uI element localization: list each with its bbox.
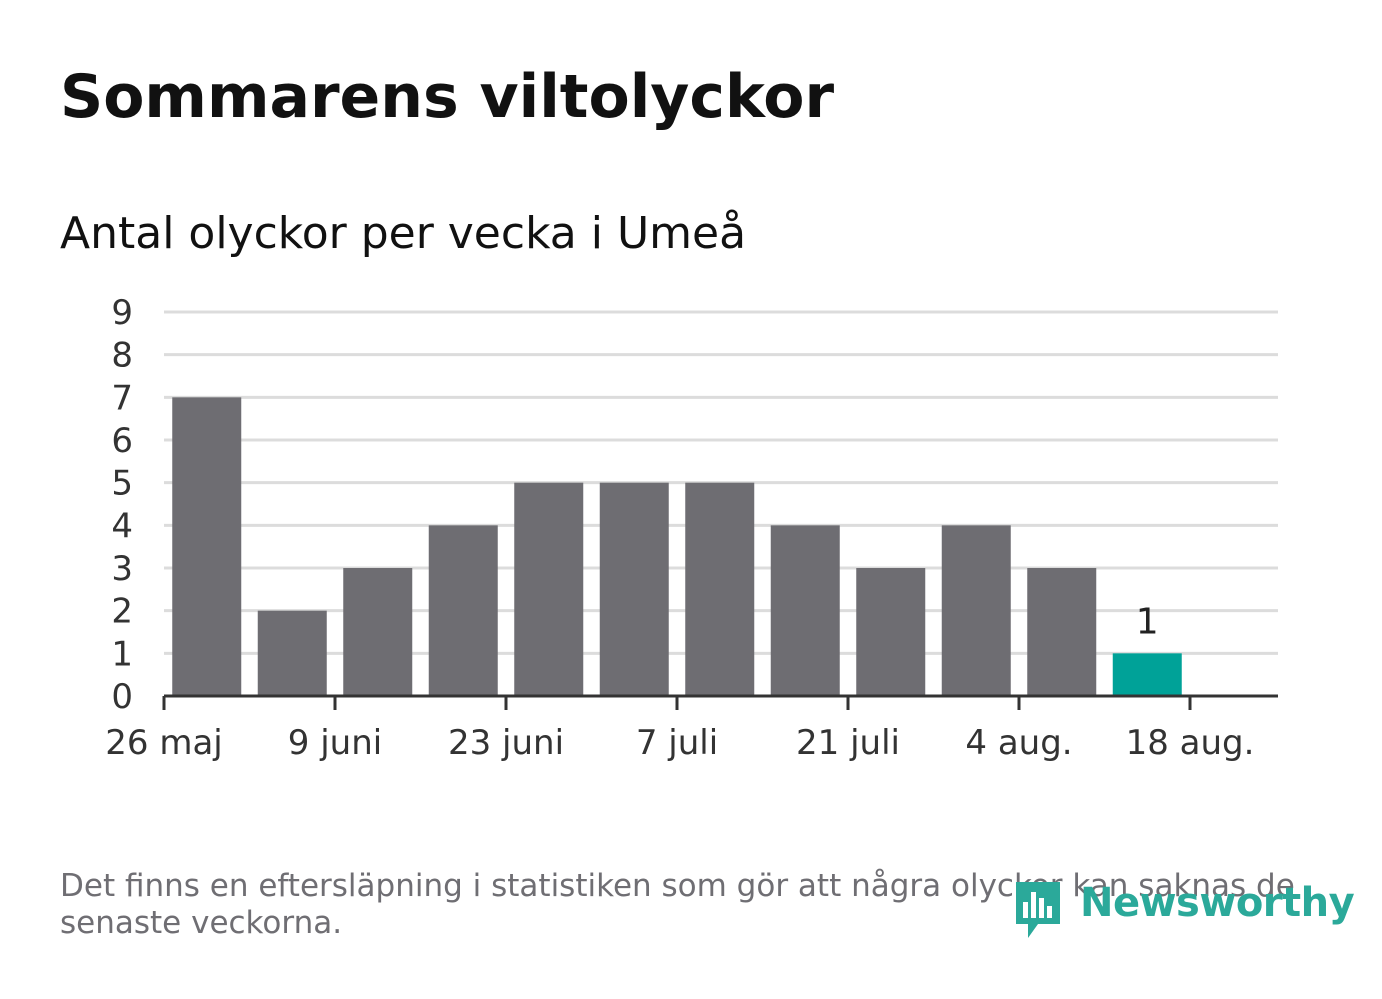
x-tick-label-6: 7 juli <box>636 723 718 763</box>
footnote: Det finns en eftersläpning i statistiken… <box>60 868 1295 941</box>
chart-title: Sommarens viltolyckor <box>60 62 835 132</box>
bar-4 <box>428 525 498 696</box>
x-tick-label-4: 23 juni <box>448 723 564 763</box>
y-tick-label-2: 2 <box>111 592 133 632</box>
x-tick-label-10: 4 aug. <box>965 723 1072 763</box>
y-tick-label-9: 9 <box>111 293 133 333</box>
data-labels: 1 <box>1136 601 1159 642</box>
data-label-12: 1 <box>1136 601 1159 642</box>
y-tick-label-7: 7 <box>111 378 133 418</box>
y-tick-label-3: 3 <box>111 549 133 589</box>
y-tick-label-6: 6 <box>111 421 133 461</box>
x-axis: 26 maj 9 juni 23 juni 7 juli 21 juli 4 aug. 18… <box>105 694 1278 763</box>
bar-8 <box>770 525 840 696</box>
bar-5 <box>514 482 584 696</box>
bar-1 <box>172 397 242 696</box>
bar-6 <box>599 482 669 696</box>
newsworthy-logo[interactable]: Newsworthy <box>1012 876 1355 944</box>
bar-9 <box>856 568 926 696</box>
y-tick-label-5: 5 <box>111 464 133 504</box>
x-tick-label-12: 18 aug. <box>1126 723 1255 763</box>
x-tick-label-2: 9 juni <box>288 723 382 763</box>
bar-12 <box>1112 653 1182 696</box>
bar-2 <box>257 610 327 696</box>
y-tick-label-4: 4 <box>111 506 133 546</box>
y-tick-label-1: 1 <box>111 634 133 674</box>
bar-7 <box>685 482 755 696</box>
y-tick-label-0: 0 <box>111 677 133 717</box>
x-tick-label-8: 21 juli <box>796 723 900 763</box>
bar-chart-speech-bubble-icon <box>1016 882 1060 938</box>
bar-3 <box>343 568 413 696</box>
brand-name: Newsworthy <box>1080 880 1355 926</box>
bar-10 <box>941 525 1011 696</box>
x-tick-label-0: 26 maj <box>105 723 222 763</box>
bars <box>172 397 1182 696</box>
chart-subtitle: Antal olyckor per vecka i Umeå <box>60 208 747 259</box>
bar-11 <box>1027 568 1097 696</box>
y-tick-label-8: 8 <box>111 336 133 376</box>
